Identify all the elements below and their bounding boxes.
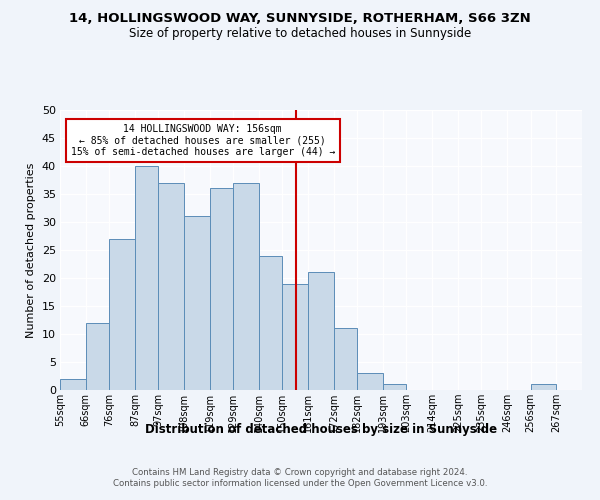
Text: 14 HOLLINGSWOOD WAY: 156sqm
← 85% of detached houses are smaller (255)
15% of se: 14 HOLLINGSWOOD WAY: 156sqm ← 85% of det… [71,124,335,157]
Bar [135,166,158,390]
Bar [184,216,210,390]
Text: Size of property relative to detached houses in Sunnyside: Size of property relative to detached ho… [129,28,471,40]
Bar [109,239,135,390]
Text: Contains HM Land Registry data © Crown copyright and database right 2024.
Contai: Contains HM Land Registry data © Crown c… [113,468,487,487]
Bar [283,284,308,390]
Y-axis label: Number of detached properties: Number of detached properties [26,162,36,338]
Bar [308,272,334,390]
Bar [158,183,184,390]
Bar [86,323,109,390]
Bar [259,256,283,390]
Bar [233,183,259,390]
Bar [334,328,357,390]
Text: Distribution of detached houses by size in Sunnyside: Distribution of detached houses by size … [145,422,497,436]
Bar [383,384,406,390]
Bar [530,384,556,390]
Bar [210,188,233,390]
Bar [357,373,383,390]
Bar [60,379,86,390]
Text: 14, HOLLINGSWOOD WAY, SUNNYSIDE, ROTHERHAM, S66 3ZN: 14, HOLLINGSWOOD WAY, SUNNYSIDE, ROTHERH… [69,12,531,26]
